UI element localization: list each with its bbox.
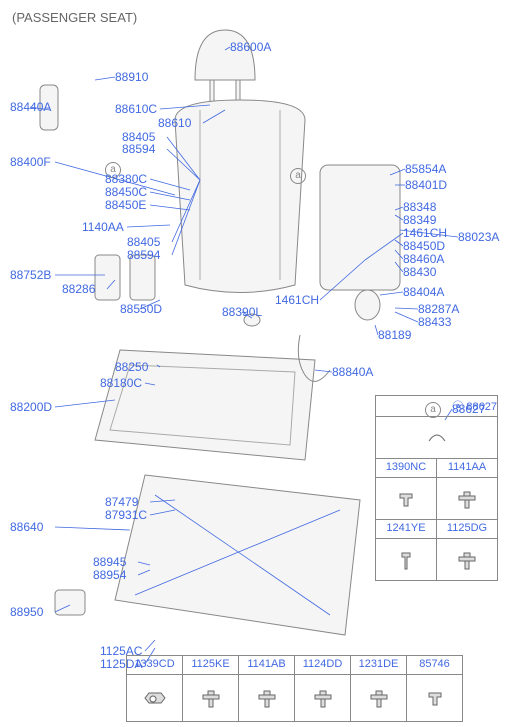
hw-icon-1231DE — [351, 675, 407, 722]
part-label-88250: 88250 — [115, 360, 148, 374]
part-label-88550D: 88550D — [120, 302, 162, 316]
part-label-88349: 88349 — [403, 213, 436, 227]
detail-ref-a: a — [290, 168, 306, 184]
part-label-88380C: 88380C — [105, 172, 147, 186]
hw-label-1141AA: 1141AA — [437, 459, 498, 478]
hw-label-1390NC: 1390NC — [376, 459, 437, 478]
part-label-88840A: 88840A — [332, 365, 373, 379]
hardware-grid-right: ⓐ 88627 1390NC1141AA 1241YE1125DG — [375, 395, 498, 581]
hw-label-1125KE: 1125KE — [183, 656, 239, 675]
hw-label-1125DG: 1125DG — [437, 520, 498, 539]
hardware-grid-bottom: 1339CD1125KE1141AB1124DD1231DE85746 — [126, 655, 463, 722]
part-label-88180C: 88180C — [100, 376, 142, 390]
part-label-88450E: 88450E — [105, 198, 146, 212]
part-label-88401D: 88401D — [405, 178, 447, 192]
hw-label-1231DE: 1231DE — [351, 656, 407, 675]
part-label-88594: 88594 — [122, 142, 155, 156]
part-label-88950: 88950 — [10, 605, 43, 619]
hw-icon-1141AB — [239, 675, 295, 722]
part-label-88348: 88348 — [403, 200, 436, 214]
part-label-88450C: 88450C — [105, 185, 147, 199]
part-label-88404A: 88404A — [403, 285, 444, 299]
hw-icon-1124DD — [295, 675, 351, 722]
part-label-88200D: 88200D — [10, 400, 52, 414]
part-label-88600A: 88600A — [230, 40, 271, 54]
part-label-87479: 87479 — [105, 495, 138, 509]
part-label-88594: 88594 — [127, 248, 160, 262]
part-label-88450D: 88450D — [403, 239, 445, 253]
hw-icon-85746 — [407, 675, 463, 722]
part-label-1461CH: 1461CH — [403, 226, 447, 240]
hw-label-88627: ⓐ 88627 — [376, 396, 498, 417]
part-label-88910: 88910 — [115, 70, 148, 84]
hw-label-1339CD: 1339CD — [127, 656, 183, 675]
hw-label-1124DD: 1124DD — [295, 656, 351, 675]
part-label-88405: 88405 — [127, 235, 160, 249]
hw-icon-1125KE — [183, 675, 239, 722]
part-label-88433: 88433 — [418, 315, 451, 329]
part-label-88610: 88610 — [158, 116, 191, 130]
diagram-canvas — [0, 0, 532, 727]
part-label-88287A: 88287A — [418, 302, 459, 316]
part-label-88440A: 88440A — [10, 100, 51, 114]
part-label-1140AA: 1140AA — [82, 220, 124, 234]
hw-label-1141AB: 1141AB — [239, 656, 295, 675]
hw-icon-1141AA — [437, 478, 498, 520]
part-label-88286: 88286 — [62, 282, 95, 296]
part-label-1461CH: 1461CH — [275, 293, 319, 307]
part-label-88945: 88945 — [93, 555, 126, 569]
part-label-88400F: 88400F — [10, 155, 51, 169]
part-label-88610C: 88610C — [115, 102, 157, 116]
part-label-88954: 88954 — [93, 568, 126, 582]
part-label-88640: 88640 — [10, 520, 43, 534]
hw-icon-1125DG — [437, 539, 498, 581]
hw-icon-1339CD — [127, 675, 183, 722]
hw-label-85746: 85746 — [407, 656, 463, 675]
hw-icon-1241YE — [376, 539, 437, 581]
hw-icon-1390NC — [376, 478, 437, 520]
part-label-88189: 88189 — [378, 328, 411, 342]
part-label-88752B: 88752B — [10, 268, 51, 282]
part-label-85854A: 85854A — [405, 162, 446, 176]
part-label-88023A: 88023A — [458, 230, 499, 244]
part-label-87931C: 87931C — [105, 508, 147, 522]
part-label-88430: 88430 — [403, 265, 436, 279]
part-label-88390L: 88390L — [222, 305, 262, 319]
part-label-88460A: 88460A — [403, 252, 444, 266]
hw-label-1241YE: 1241YE — [376, 520, 437, 539]
hw-icon-88627 — [376, 417, 498, 459]
